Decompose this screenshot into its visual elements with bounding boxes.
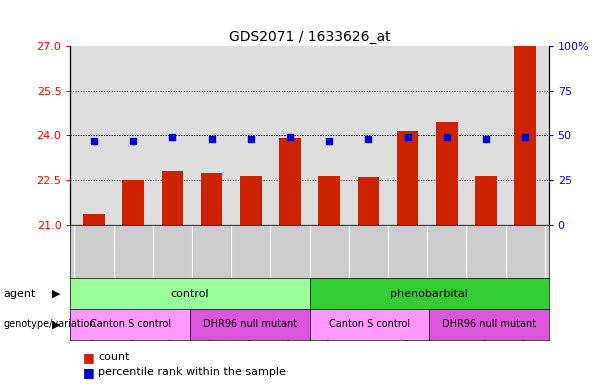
Text: Canton S control: Canton S control: [329, 319, 410, 329]
Text: percentile rank within the sample: percentile rank within the sample: [98, 367, 286, 377]
Point: [442, 134, 452, 140]
Bar: [514, 46, 536, 225]
Point: [481, 136, 491, 142]
Point: [207, 136, 216, 142]
Bar: [279, 138, 301, 225]
Bar: [397, 131, 418, 225]
Bar: [318, 175, 340, 225]
Point: [128, 137, 138, 144]
Point: [285, 134, 295, 140]
Text: count: count: [98, 352, 129, 362]
Point: [89, 137, 99, 144]
Bar: [162, 171, 183, 225]
Point: [246, 136, 256, 142]
Text: genotype/variation: genotype/variation: [3, 319, 96, 329]
Point: [364, 136, 373, 142]
Bar: [123, 180, 144, 225]
Title: GDS2071 / 1633626_at: GDS2071 / 1633626_at: [229, 30, 390, 44]
Text: DHR96 null mutant: DHR96 null mutant: [203, 319, 297, 329]
Point: [403, 134, 413, 140]
Text: agent: agent: [3, 289, 36, 299]
Text: ▶: ▶: [52, 319, 61, 329]
Point: [167, 134, 177, 140]
Text: Canton S control: Canton S control: [89, 319, 171, 329]
Bar: [475, 175, 497, 225]
Text: ■: ■: [83, 366, 94, 379]
Text: control: control: [170, 289, 210, 299]
Text: ▶: ▶: [52, 289, 61, 299]
Point: [324, 137, 334, 144]
Text: DHR96 null mutant: DHR96 null mutant: [442, 319, 536, 329]
Bar: [357, 177, 379, 225]
Bar: [436, 122, 457, 225]
Bar: [240, 175, 262, 225]
Text: phenobarbital: phenobarbital: [390, 289, 468, 299]
Point: [520, 134, 530, 140]
Bar: [83, 214, 105, 225]
Bar: [201, 172, 223, 225]
Text: ■: ■: [83, 351, 94, 364]
